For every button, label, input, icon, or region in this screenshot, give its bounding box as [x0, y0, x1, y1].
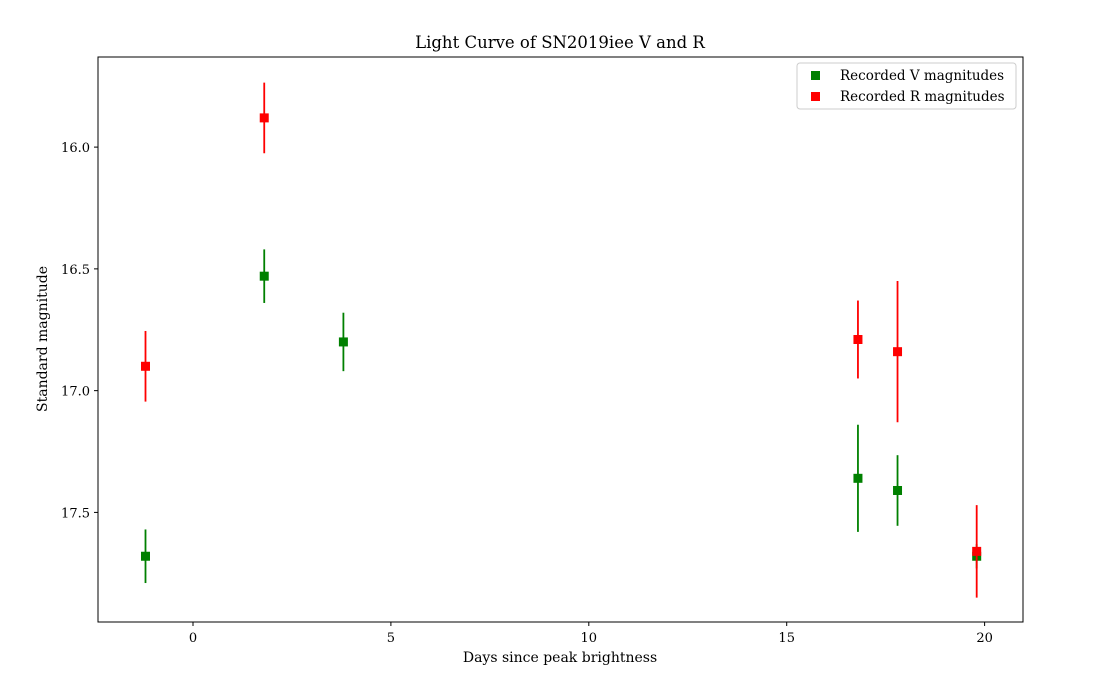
legend-label-r: Recorded R magnitudes — [840, 89, 1005, 105]
y-tick-label-1: 16.5 — [61, 263, 90, 278]
data-point-1-2 — [853, 335, 863, 344]
y-tick-label-3: 17.5 — [61, 506, 90, 521]
plot-marks — [140, 82, 982, 598]
y-tick-label-0: 16.0 — [61, 141, 90, 156]
series-0 — [140, 249, 982, 584]
data-point-1-3 — [893, 347, 903, 357]
legend-marker-r — [811, 92, 820, 101]
plot-area-frame — [97, 56, 1024, 623]
data-point-0-1 — [259, 271, 269, 281]
x-tick-label-0: 0 — [189, 631, 197, 646]
x-tick-label-4: 20 — [976, 631, 993, 646]
data-point-0-3 — [853, 473, 863, 483]
x-tick-label-3: 15 — [778, 631, 795, 646]
data-point-1-4 — [972, 546, 982, 556]
y-tick-label-2: 17.0 — [61, 385, 90, 400]
x-tick-label-1: 5 — [387, 631, 395, 646]
legend: Recorded V magnitudes Recorded R magnitu… — [796, 62, 1017, 110]
data-point-0-0 — [140, 551, 150, 561]
y-axis-ticks: 16.0 16.5 17.0 17.5 — [61, 141, 98, 521]
x-axis-label: Days since peak brightness — [463, 650, 657, 666]
data-point-0-4 — [893, 485, 903, 495]
data-point-1-0 — [140, 361, 150, 371]
legend-label-v: Recorded V magnitudes — [840, 68, 1004, 84]
legend-box — [796, 62, 1017, 110]
y-axis-label: Standard magnitude — [35, 266, 51, 412]
series-1 — [140, 82, 982, 598]
data-point-1-1 — [259, 113, 269, 123]
x-tick-label-2: 10 — [581, 631, 598, 646]
chart-title: Light Curve of SN2019iee V and R — [415, 33, 705, 52]
data-point-0-2 — [338, 337, 348, 347]
x-axis-ticks: 0 5 10 15 20 — [189, 622, 993, 646]
legend-marker-v — [811, 71, 820, 80]
